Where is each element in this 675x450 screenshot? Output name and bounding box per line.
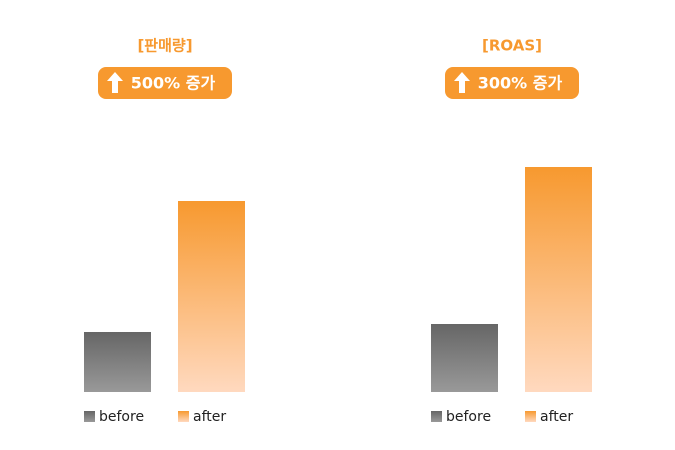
legend-label: before <box>99 409 144 425</box>
legend-swatch <box>525 411 536 422</box>
badge <box>98 67 232 99</box>
arrow-icon <box>454 72 470 93</box>
legend-swatch <box>84 411 95 422</box>
bar <box>84 332 151 392</box>
legend-label: after <box>193 409 226 425</box>
chart-title: [판매량] <box>137 37 192 55</box>
badge-text: 500% 증가 <box>131 74 216 93</box>
arrow-icon <box>107 72 123 93</box>
bar <box>431 324 498 392</box>
badge <box>445 67 579 99</box>
bar <box>525 167 592 392</box>
legend-label: before <box>446 409 491 425</box>
bar <box>178 201 245 392</box>
legend-swatch <box>431 411 442 422</box>
legend-swatch <box>178 411 189 422</box>
legend-label: after <box>540 409 573 425</box>
badge-text: 300% 증가 <box>478 74 563 93</box>
chart-title: [ROAS] <box>482 37 542 55</box>
